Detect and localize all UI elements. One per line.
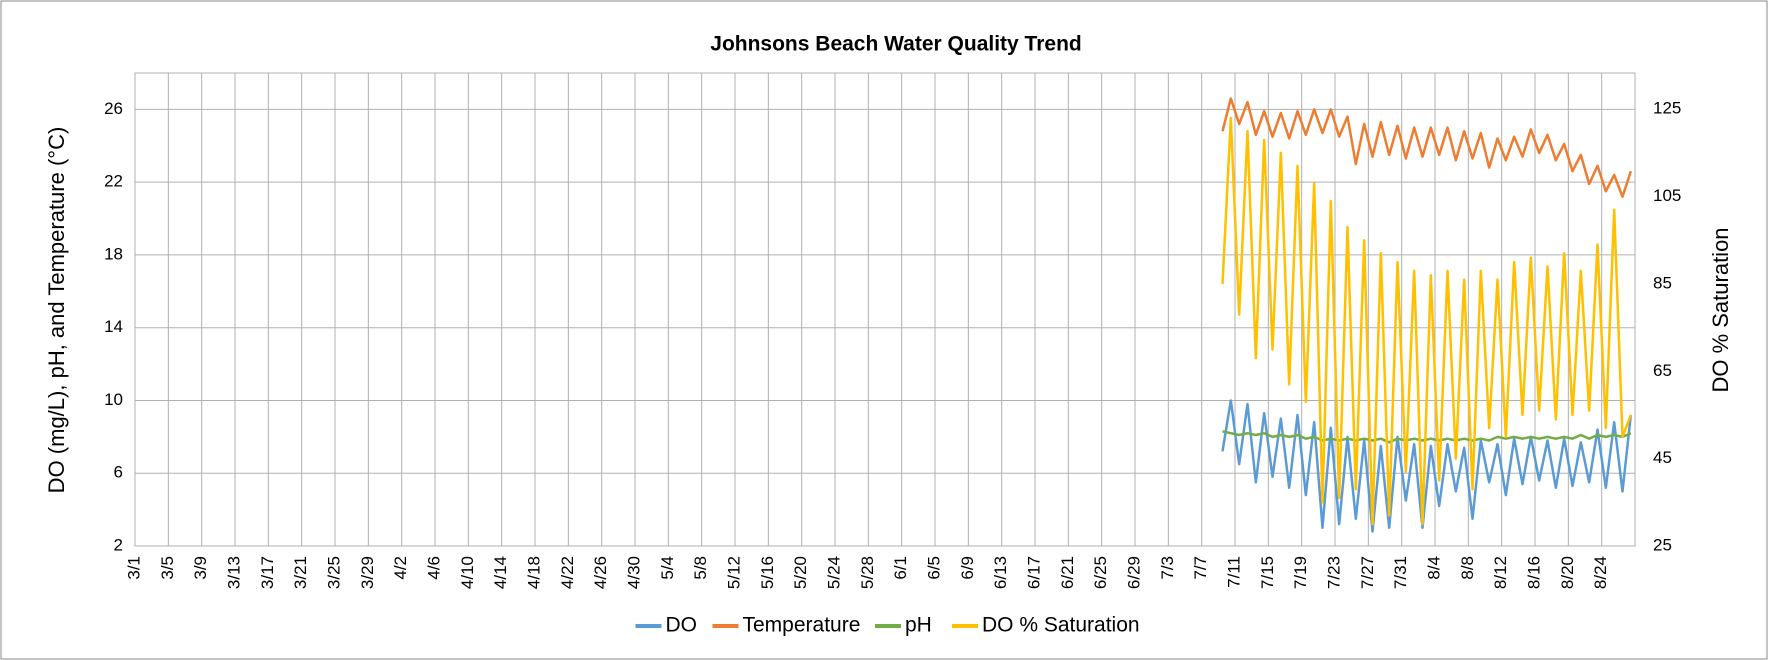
legend-label: pH [905,614,932,637]
y2-tick-label: 45 [1653,448,1672,467]
x-tick-label: 4/6 [424,556,443,580]
x-tick-label: 3/1 [124,556,143,580]
x-tick-label: 3/17 [258,556,277,589]
x-tick-label: 6/29 [1124,556,1143,589]
y-tick-label: 26 [104,99,123,118]
y-axis-title: DO (mg/L), pH, and Temperature (°C) [44,127,69,494]
y2-axis-title: DO % Saturation [1708,227,1733,392]
x-tick-label: 5/12 [724,556,743,589]
x-tick-label: 4/26 [591,556,610,589]
x-tick-label: 3/13 [224,556,243,589]
x-tick-label: 4/2 [391,556,410,580]
x-tick-label: 3/21 [291,556,310,589]
x-tick-label: 7/15 [1258,556,1277,589]
y-tick-label: 10 [104,390,123,409]
legend-label: DO % Saturation [982,614,1140,637]
x-tick-label: 8/20 [1558,556,1577,589]
x-tick-label: 4/18 [524,556,543,589]
x-tick-label: 3/9 [191,556,210,580]
series-line [1221,116,1632,526]
y2-tick-label: 85 [1653,273,1672,292]
y-tick-label: 18 [104,244,123,263]
x-tick-label: 5/20 [791,556,810,589]
x-tick-label: 8/12 [1491,556,1510,589]
y-tick-label: 2 [114,535,123,554]
x-tick-label: 4/14 [491,556,510,589]
x-tick-label: 5/28 [858,556,877,589]
x-tick-label: 8/4 [1424,556,1443,580]
x-tick-label: 7/31 [1391,556,1410,589]
x-tick-label: 7/27 [1358,556,1377,589]
y-tick-label: 6 [114,463,123,482]
series-line [1222,430,1632,444]
x-tick-label: 7/11 [1224,556,1243,588]
x-tick-label: 3/29 [358,556,377,589]
x-tick-label: 6/13 [991,556,1010,589]
x-tick-label: 6/17 [1024,556,1043,589]
x-tick-label: 5/24 [824,556,843,589]
series-line [1221,97,1633,198]
x-tick-label: 5/16 [758,556,777,589]
legend-label: Temperature [743,614,861,637]
x-tick-label: 6/9 [958,556,977,580]
y-tick-label: 14 [104,317,123,336]
x-tick-label: 5/8 [691,556,710,580]
x-tick-label: 4/10 [458,556,477,589]
x-tick-label: 8/16 [1524,556,1543,589]
x-tick-label: 4/22 [558,556,577,589]
x-tick-label: 7/19 [1291,556,1310,589]
x-tick-label: 8/8 [1458,556,1477,580]
x-tick-label: 7/23 [1324,556,1343,589]
y-tick-label: 22 [104,172,123,191]
x-tick-label: 3/5 [158,556,177,580]
x-tick-label: 7/7 [1191,556,1210,580]
x-tick-label: 7/3 [1158,556,1177,580]
x-tick-label: 5/4 [658,556,677,580]
series-line [1221,399,1633,533]
x-tick-label: 6/5 [924,556,943,580]
y2-tick-label: 125 [1653,99,1681,118]
y2-tick-label: 65 [1653,361,1672,380]
y2-tick-label: 25 [1653,535,1672,554]
x-tick-label: 8/24 [1591,556,1610,589]
legend-label: DO [666,614,698,637]
y2-tick-label: 105 [1653,186,1681,205]
x-tick-label: 6/25 [1091,556,1110,589]
x-tick-label: 6/1 [891,556,910,580]
chart-title: Johnsons Beach Water Quality Trend [710,33,1081,56]
x-tick-label: 4/30 [624,556,643,589]
x-tick-label: 3/25 [324,556,343,589]
x-tick-label: 6/21 [1058,556,1077,589]
